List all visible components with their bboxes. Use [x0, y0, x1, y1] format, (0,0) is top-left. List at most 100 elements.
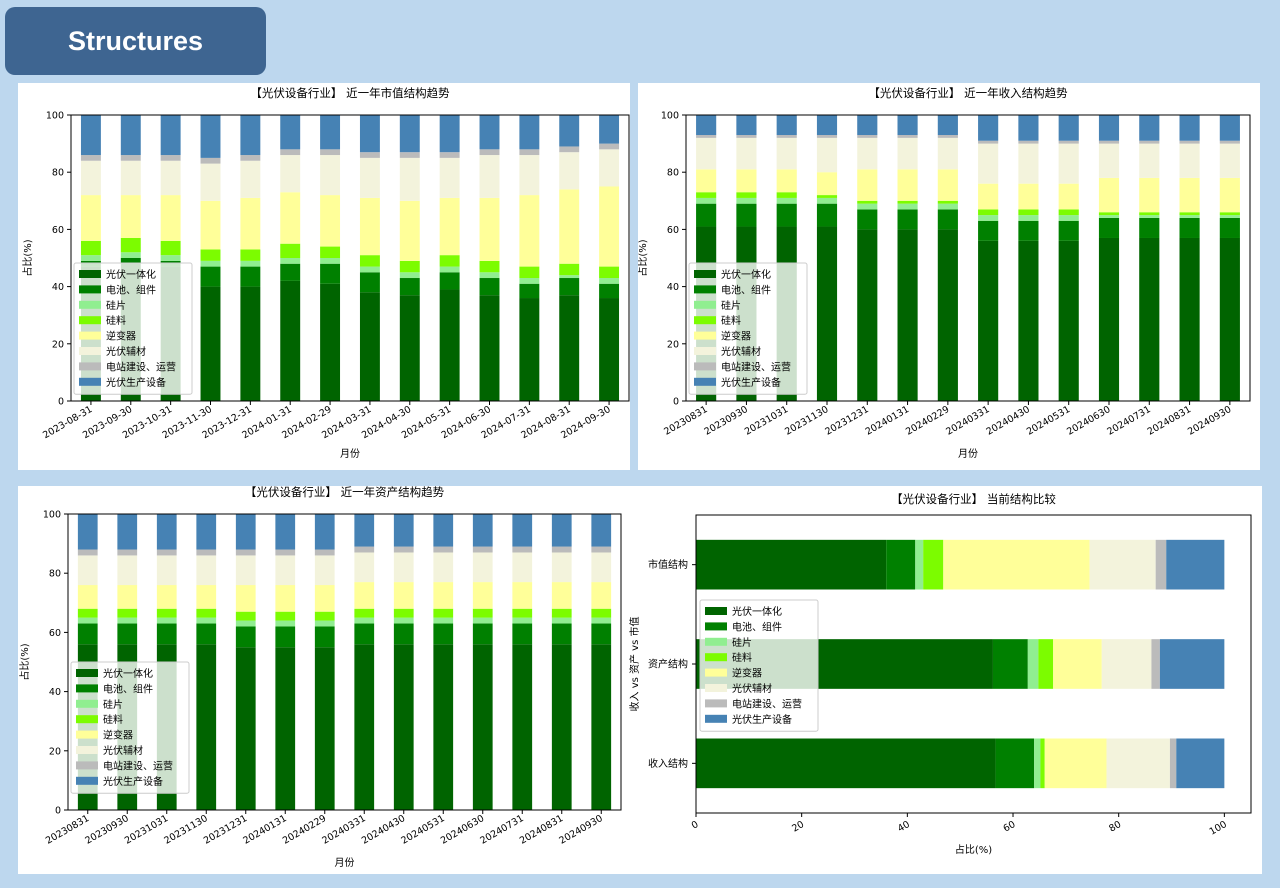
- marketcap-bar-segment: [359, 292, 380, 401]
- marketcap-legend-swatch: [79, 270, 101, 278]
- asset-bar-segment: [235, 555, 256, 586]
- asset-bar-segment: [354, 617, 375, 624]
- compare-x-tick-label: 20: [790, 819, 806, 835]
- marketcap-bar-segment: [399, 272, 420, 279]
- revenue-bar-segment: [1098, 237, 1120, 401]
- revenue-bar-segment: [857, 169, 878, 201]
- compare-y-tick-label: 资产结构: [648, 658, 688, 671]
- revenue-bar-segment: [696, 203, 717, 227]
- asset-y-tick-label: 60: [49, 628, 61, 639]
- asset-bar-segment: [314, 514, 335, 550]
- revenue-bar-segment: [1179, 143, 1200, 178]
- revenue-legend-swatch: [694, 331, 716, 340]
- asset-bar-segment: [512, 552, 533, 583]
- marketcap-bar-segment: [320, 115, 341, 150]
- asset-y-tick-label: 0: [55, 806, 61, 817]
- revenue-bar-segment: [736, 169, 757, 193]
- asset-x-tick-label: 20240630: [439, 813, 486, 847]
- marketcap-bar-segment: [559, 263, 580, 276]
- revenue-bar-segment: [978, 209, 999, 216]
- asset-bar-segment: [512, 582, 533, 609]
- revenue-bar-segment: [978, 183, 999, 210]
- compare-bar-segment: [992, 639, 1028, 689]
- asset-bar-segment: [196, 617, 217, 624]
- marketcap-bar-segment: [559, 115, 580, 147]
- revenue-bar-segment: [978, 240, 999, 401]
- revenue-bar-segment: [816, 115, 838, 136]
- marketcap-title: 【光伏设备行业】 近一年市值结构趋势: [250, 86, 450, 100]
- revenue-legend-label: 逆变器: [721, 330, 751, 343]
- marketcap-bar-segment: [359, 197, 380, 256]
- asset-bar-segment: [551, 582, 572, 609]
- marketcap-legend-swatch: [79, 300, 101, 309]
- asset-bar-segment: [472, 546, 493, 553]
- revenue-bar-segment: [816, 137, 838, 173]
- asset-x-axis-label: 月份: [335, 857, 355, 869]
- revenue-bar-segment: [937, 115, 958, 136]
- revenue-x-tick-label: 20240930: [1186, 404, 1233, 438]
- asset-bar-segment: [551, 546, 572, 553]
- asset-x-tick-label: 20231031: [123, 813, 170, 847]
- revenue-legend-label: 光伏生产设备: [721, 376, 781, 389]
- marketcap-bar-segment: [320, 263, 341, 284]
- asset-bar-segment: [235, 611, 256, 621]
- revenue-bar-segment: [897, 203, 918, 210]
- marketcap-bar-segment: [359, 272, 380, 293]
- revenue-bar-segment: [937, 229, 958, 401]
- marketcap-bar-segment: [280, 149, 301, 156]
- revenue-bar-segment: [1018, 209, 1039, 216]
- asset-legend-label: 电站建设、运营: [103, 759, 173, 772]
- asset-bar-segment: [433, 644, 454, 810]
- revenue-bar-segment: [1179, 215, 1200, 218]
- revenue-x-tick-label: 20240430: [985, 404, 1032, 438]
- compare-bar-segment: [1101, 639, 1152, 689]
- revenue-legend-swatch: [694, 347, 716, 355]
- marketcap-bar-segment: [519, 195, 540, 267]
- revenue-bar-segment: [1098, 215, 1120, 218]
- revenue-bar-segment: [1139, 115, 1160, 141]
- asset-bar-segment: [275, 626, 296, 648]
- compare-legend-swatch: [705, 622, 727, 631]
- revenue-legend-swatch: [694, 270, 716, 278]
- revenue-legend-label: 光伏一体化: [721, 268, 771, 281]
- asset-bar-segment: [393, 582, 414, 609]
- revenue-x-tick-label: 20230930: [703, 404, 750, 438]
- revenue-bar-segment: [1018, 140, 1039, 144]
- marketcap-bar-segment: [120, 252, 141, 258]
- revenue-bar-segment: [1219, 115, 1240, 141]
- revenue-bar-segment: [696, 197, 717, 204]
- asset-bar-segment: [117, 623, 138, 645]
- marketcap-bar-segment: [559, 146, 580, 153]
- asset-bar-segment: [235, 514, 256, 550]
- asset-bar-segment: [275, 514, 296, 550]
- asset-bar-segment: [512, 644, 533, 810]
- revenue-legend-label: 电池、组件: [721, 283, 771, 296]
- marketcap-legend-label: 光伏辅材: [106, 345, 146, 358]
- compare-y-tick-label: 收入结构: [648, 757, 688, 770]
- asset-bar-segment: [591, 608, 612, 618]
- marketcap-bar-segment: [200, 115, 221, 158]
- asset-bar-segment: [512, 617, 533, 624]
- market-cap-panel: 【光伏设备行业】 近一年市值结构趋势 2023-08-31 2023-09-30 20…: [18, 83, 630, 470]
- asset-bar-segment: [117, 585, 138, 609]
- asset-bar-segment: [472, 644, 493, 810]
- revenue-x-tick-label: 20240630: [1065, 404, 1112, 438]
- revenue-bar-segment: [937, 169, 958, 201]
- asset-bar-segment: [77, 549, 98, 556]
- marketcap-bar-segment: [160, 195, 181, 241]
- asset-legend-swatch: [76, 746, 98, 754]
- compare-legend-label: 逆变器: [732, 667, 762, 680]
- marketcap-bar-segment: [80, 240, 101, 256]
- revenue-bar-segment: [897, 137, 918, 170]
- marketcap-bar-segment: [240, 160, 261, 198]
- asset-bar-segment: [433, 582, 454, 609]
- asset-bar-segment: [314, 549, 335, 556]
- asset-bar-segment: [354, 644, 375, 810]
- marketcap-bar-segment: [160, 155, 181, 161]
- marketcap-bar-segment: [320, 246, 341, 258]
- marketcap-bar-segment: [320, 149, 341, 156]
- revenue-bar-segment: [857, 203, 878, 210]
- marketcap-bar-segment: [280, 280, 301, 401]
- asset-bar-segment: [314, 555, 335, 586]
